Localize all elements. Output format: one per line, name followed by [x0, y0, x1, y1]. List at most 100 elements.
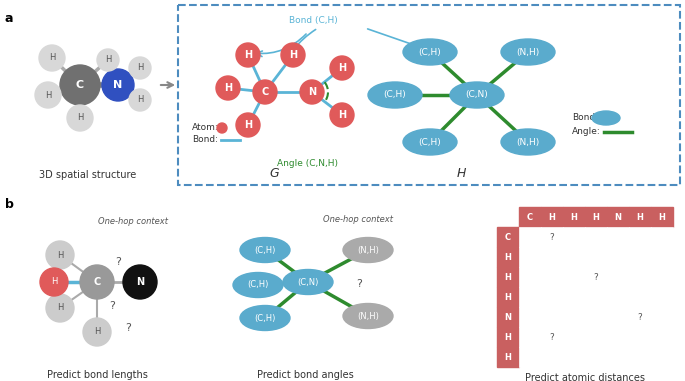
Text: H: H — [244, 50, 252, 60]
Text: C: C — [527, 213, 533, 221]
Bar — [629, 287, 651, 307]
Ellipse shape — [233, 272, 283, 298]
Text: H: H — [505, 333, 512, 341]
Text: H: H — [105, 56, 111, 64]
Bar — [541, 327, 563, 347]
Text: H: H — [137, 64, 143, 72]
Bar — [607, 307, 629, 327]
Text: H: H — [593, 213, 599, 221]
Circle shape — [129, 89, 151, 111]
Circle shape — [97, 49, 119, 71]
Circle shape — [60, 65, 100, 105]
Bar — [629, 307, 651, 327]
Bar — [519, 307, 541, 327]
Text: ?: ? — [109, 301, 115, 311]
Ellipse shape — [403, 129, 457, 155]
Text: (C,N): (C,N) — [466, 91, 488, 99]
Ellipse shape — [368, 82, 422, 108]
Circle shape — [46, 294, 74, 322]
Bar — [497, 327, 519, 347]
Text: N: N — [504, 312, 512, 322]
Circle shape — [129, 57, 151, 79]
Text: Bond:: Bond: — [572, 114, 598, 123]
Bar — [629, 327, 651, 347]
Text: $H$: $H$ — [456, 167, 468, 180]
Bar — [541, 207, 563, 227]
Bar — [541, 267, 563, 287]
Bar — [585, 287, 607, 307]
Text: ?: ? — [352, 245, 358, 255]
Bar — [497, 207, 673, 367]
Text: ?: ? — [594, 272, 599, 282]
Bar — [651, 207, 673, 227]
Text: H: H — [505, 352, 512, 362]
Bar — [585, 307, 607, 327]
Text: (C,H): (C,H) — [254, 245, 275, 255]
Bar — [541, 247, 563, 267]
Text: H: H — [658, 213, 665, 221]
Bar — [563, 207, 585, 227]
Bar — [585, 267, 607, 287]
Text: H: H — [224, 83, 232, 93]
Circle shape — [253, 80, 277, 104]
Circle shape — [217, 123, 227, 133]
Bar — [585, 207, 607, 227]
Bar — [519, 347, 541, 367]
Text: ?: ? — [352, 313, 358, 323]
Bar — [629, 227, 651, 247]
Bar — [497, 307, 519, 327]
Text: ?: ? — [638, 312, 643, 322]
Bar — [585, 247, 607, 267]
Text: (C,H): (C,H) — [419, 138, 441, 147]
Text: Predict bond angles: Predict bond angles — [257, 370, 353, 380]
Text: One-hop context: One-hop context — [98, 218, 168, 226]
Text: Angle:: Angle: — [572, 128, 601, 136]
Text: ?: ? — [549, 232, 554, 242]
Bar — [563, 247, 585, 267]
Text: $G$: $G$ — [269, 167, 281, 180]
Text: ?: ? — [549, 333, 554, 341]
Bar — [563, 227, 585, 247]
Bar — [541, 347, 563, 367]
Bar — [563, 347, 585, 367]
Text: (C,H): (C,H) — [419, 48, 441, 56]
Ellipse shape — [343, 304, 393, 328]
Text: (C,N): (C,N) — [297, 277, 319, 287]
Bar — [541, 307, 563, 327]
Bar — [607, 247, 629, 267]
Ellipse shape — [501, 129, 555, 155]
Bar — [629, 267, 651, 287]
Bar — [651, 347, 673, 367]
Ellipse shape — [403, 39, 457, 65]
Text: (N,H): (N,H) — [516, 48, 540, 56]
Ellipse shape — [592, 111, 620, 125]
Text: Bond:: Bond: — [192, 136, 218, 144]
Text: H: H — [289, 50, 297, 60]
Text: H: H — [505, 253, 512, 261]
Text: H: H — [57, 304, 63, 312]
Ellipse shape — [240, 306, 290, 330]
Text: H: H — [45, 91, 51, 99]
Text: H: H — [571, 213, 577, 221]
Bar — [629, 347, 651, 367]
Bar — [629, 207, 651, 227]
Ellipse shape — [450, 82, 504, 108]
Bar — [585, 227, 607, 247]
Circle shape — [35, 82, 61, 108]
Bar — [497, 267, 519, 287]
Text: Atom:: Atom: — [192, 123, 219, 133]
Ellipse shape — [343, 237, 393, 263]
Bar — [519, 247, 541, 267]
Bar — [497, 247, 519, 267]
Circle shape — [281, 43, 305, 67]
Text: H: H — [49, 53, 55, 62]
Text: N: N — [614, 213, 621, 221]
Text: One-hop context: One-hop context — [323, 216, 393, 224]
Text: (N,H): (N,H) — [357, 245, 379, 255]
Bar — [497, 347, 519, 367]
Bar — [541, 287, 563, 307]
Text: C: C — [93, 277, 101, 287]
Text: b: b — [5, 198, 14, 211]
Bar — [651, 327, 673, 347]
Text: 3D spatial structure: 3D spatial structure — [39, 170, 136, 180]
